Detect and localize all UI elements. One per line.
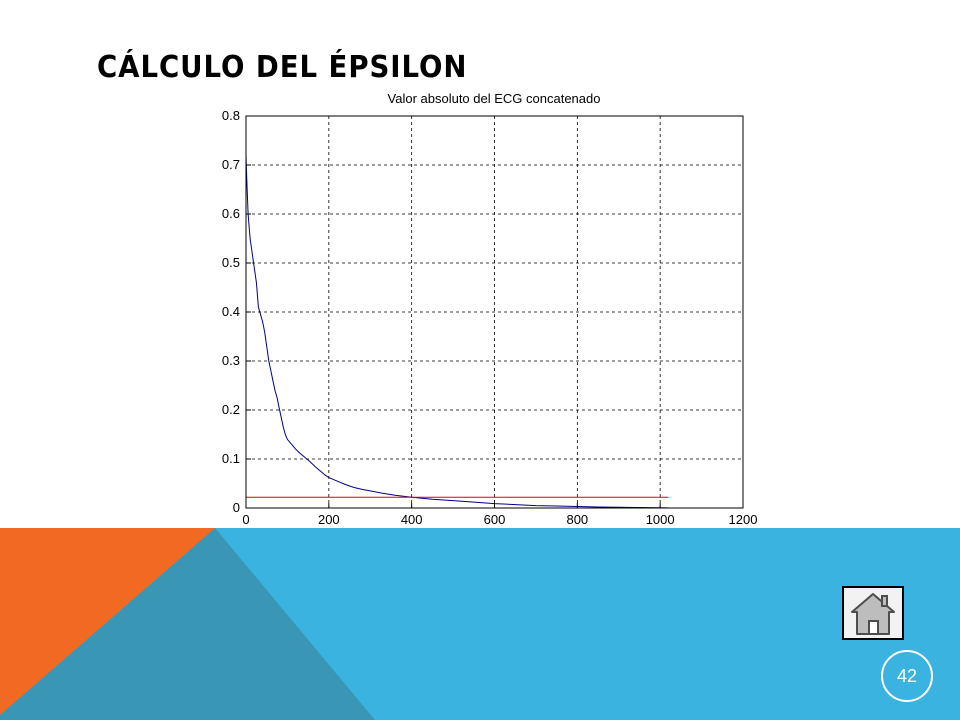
y-tick-label: 0.1 [222,451,240,466]
x-tick-label: 600 [484,512,506,527]
ecg-abs-value-line [245,155,669,509]
page-number: 42 [881,650,933,702]
y-tick-label: 0.7 [222,157,240,172]
x-tick-label: 1000 [646,512,675,527]
x-tick-label: 0 [242,512,249,527]
x-tick-label: 800 [566,512,588,527]
y-axis-ticks: 0 0.1 0.2 0.3 0.4 0.5 0.6 0.7 0.8 [222,108,251,515]
y-tick-label: 0.8 [222,108,240,123]
grid [246,116,743,508]
y-tick-label: 0.3 [222,353,240,368]
series-lines [245,155,669,509]
home-button[interactable] [842,586,904,640]
y-tick-label: 0.2 [222,402,240,417]
teal-triangle [0,528,375,720]
x-tick-label: 400 [401,512,423,527]
slide-title: CÁLCULO DEL ÉPSILON [97,50,468,85]
y-tick-label: 0.5 [222,255,240,270]
y-tick-label: 0.4 [222,304,240,319]
chart-title: Valor absoluto del ECG concatenado [388,91,601,106]
x-tick-label: 200 [318,512,340,527]
y-tick-label: 0.6 [222,206,240,221]
y-tick-label: 0 [233,500,240,515]
x-axis-ticks: 0 200 400 600 800 1000 1200 [242,503,757,527]
x-tick-label: 1200 [729,512,758,527]
home-icon [851,593,895,635]
